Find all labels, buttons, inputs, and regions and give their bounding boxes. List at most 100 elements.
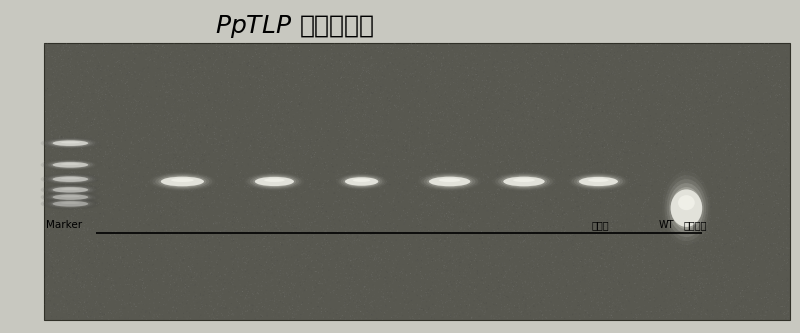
Point	[334, 141, 347, 147]
Point	[700, 74, 713, 79]
Point	[459, 216, 472, 222]
Point	[130, 266, 142, 271]
Point	[444, 106, 457, 111]
Point	[178, 198, 191, 204]
Point	[377, 170, 390, 175]
Point	[535, 51, 548, 57]
Point	[367, 103, 380, 109]
Point	[281, 167, 294, 172]
Point	[690, 209, 702, 215]
Point	[102, 247, 114, 252]
Point	[699, 50, 712, 55]
Point	[189, 192, 202, 197]
Point	[86, 261, 99, 266]
Point	[591, 232, 604, 237]
Point	[590, 296, 603, 302]
Point	[646, 48, 659, 54]
Point	[255, 176, 268, 181]
Point	[426, 238, 438, 243]
Point	[63, 129, 76, 134]
Point	[463, 265, 476, 270]
Point	[658, 188, 671, 193]
Point	[411, 284, 424, 290]
Point	[620, 205, 633, 211]
Point	[598, 297, 611, 302]
Point	[486, 44, 499, 49]
Point	[329, 256, 342, 261]
Point	[346, 313, 359, 318]
Point	[778, 241, 790, 247]
Point	[498, 274, 511, 280]
Point	[177, 306, 190, 312]
Point	[530, 169, 542, 175]
Point	[647, 194, 660, 199]
Point	[747, 283, 760, 288]
Point	[83, 294, 96, 299]
Point	[68, 286, 81, 291]
Point	[532, 249, 545, 255]
Point	[245, 216, 258, 222]
Point	[622, 83, 634, 88]
Point	[765, 115, 778, 120]
Point	[253, 165, 266, 170]
Point	[482, 239, 495, 245]
Point	[746, 60, 759, 66]
Point	[389, 147, 402, 152]
Point	[586, 296, 598, 301]
Point	[515, 240, 528, 245]
Point	[741, 182, 754, 187]
Point	[758, 192, 770, 197]
Point	[89, 62, 102, 67]
Point	[761, 297, 774, 302]
Point	[604, 48, 617, 53]
Point	[666, 272, 678, 277]
Point	[149, 136, 162, 142]
Point	[284, 174, 297, 180]
Point	[282, 311, 295, 317]
Point	[251, 80, 264, 85]
Point	[304, 189, 317, 194]
Point	[766, 132, 778, 137]
Point	[200, 295, 213, 301]
Point	[451, 80, 464, 85]
Point	[231, 181, 244, 187]
Point	[275, 203, 288, 208]
Point	[458, 163, 471, 168]
Point	[86, 275, 98, 280]
Point	[527, 260, 540, 265]
Point	[504, 82, 517, 87]
Point	[69, 127, 82, 132]
Point	[731, 192, 744, 198]
Point	[240, 136, 253, 141]
Point	[344, 200, 357, 205]
Point	[637, 200, 650, 206]
Point	[382, 271, 395, 276]
Point	[180, 285, 193, 290]
Point	[682, 245, 694, 251]
Point	[566, 134, 578, 139]
Point	[758, 167, 771, 173]
Point	[190, 88, 202, 94]
Point	[374, 78, 386, 83]
Point	[497, 280, 510, 285]
Point	[585, 52, 598, 58]
Point	[690, 228, 702, 233]
Point	[215, 184, 228, 190]
Point	[249, 172, 262, 177]
Point	[277, 78, 290, 84]
Point	[395, 232, 408, 237]
Point	[553, 290, 566, 295]
Point	[650, 291, 663, 296]
Point	[546, 136, 559, 141]
Point	[81, 89, 94, 94]
Point	[675, 102, 688, 107]
Point	[188, 270, 201, 275]
Point	[520, 58, 533, 63]
Point	[586, 113, 598, 118]
Point	[630, 242, 642, 247]
Point	[254, 53, 266, 59]
Point	[88, 84, 101, 89]
Point	[470, 301, 483, 306]
Point	[752, 145, 765, 151]
Point	[453, 109, 466, 114]
